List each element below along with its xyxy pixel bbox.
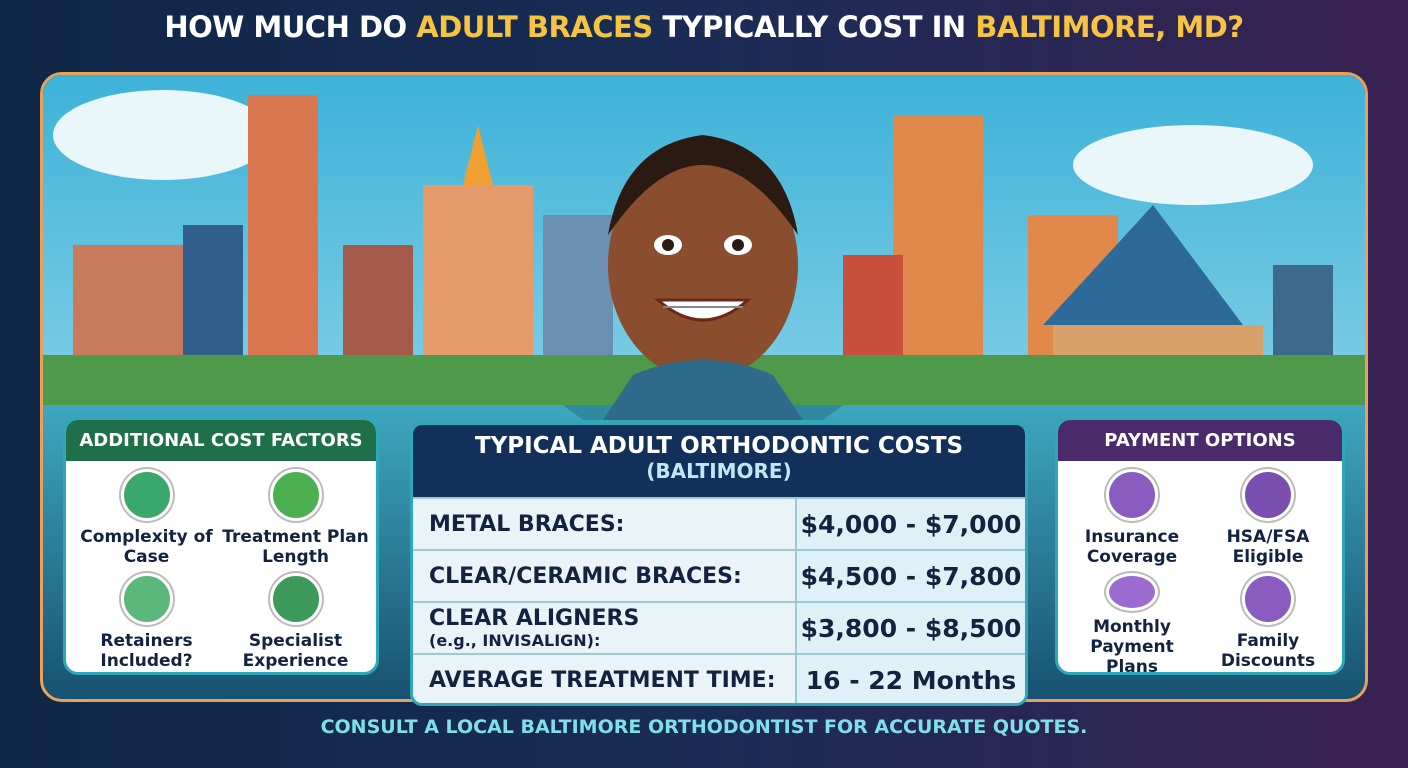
panel-title: ADDITIONAL COST FACTORS [66, 420, 376, 461]
option-item: Retainers Included? [72, 573, 221, 672]
option-item: Treatment Plan Length [221, 469, 370, 573]
option-icon [269, 469, 322, 521]
option-item: HSA/FSA Eligible [1200, 469, 1336, 573]
option-item: Monthly Payment Plans [1064, 573, 1200, 672]
option-label: Insurance Coverage [1084, 527, 1180, 567]
table-row: AVERAGE TREATMENT TIME: 16 - 22 Months [413, 653, 1025, 703]
row-label: AVERAGE TREATMENT TIME: [429, 667, 776, 693]
title-highlight: BALTIMORE, MD? [975, 10, 1244, 44]
payment-options-grid: Insurance Coverage HSA/FSA Eligible Monthl… [1058, 461, 1342, 672]
option-label: Monthly Payment Plans [1090, 617, 1174, 672]
title-highlight: ADULT BRACES [416, 10, 653, 44]
title-part: HOW MUCH DO [164, 10, 417, 44]
panel-title: PAYMENT OPTIONS [1058, 420, 1342, 461]
row-value: 16 - 22 Months [797, 655, 1025, 703]
row-label: CLEAR ALIGNERS [429, 606, 640, 631]
cost-factors-panel: ADDITIONAL COST FACTORS Complexity of Ca… [66, 420, 376, 672]
cost-factors-grid: Complexity of Case Treatment Plan Length R… [66, 461, 376, 672]
table-body: METAL BRACES: $4,000 - $7,000 CLEAR/CERAMI… [413, 497, 1025, 703]
option-icon [120, 573, 173, 625]
option-label: HSA/FSA Eligible [1226, 527, 1310, 567]
option-icon [269, 573, 322, 625]
row-value: $3,800 - $8,500 [797, 603, 1025, 653]
table-subtitle: (BALTIMORE) [646, 459, 792, 483]
option-label: Complexity of Case [80, 527, 213, 567]
option-icon [1242, 573, 1294, 625]
row-label: CLEAR/CERAMIC BRACES: [429, 563, 742, 589]
row-label: METAL BRACES: [429, 511, 625, 537]
option-label: Treatment Plan Length [222, 527, 369, 567]
cost-table: TYPICAL ADULT ORTHODONTIC COSTS (BALTIMO… [410, 422, 1028, 706]
row-value: $4,500 - $7,800 [797, 551, 1025, 601]
row-label-cell: METAL BRACES: [413, 499, 797, 549]
table-row: CLEAR ALIGNERS (e.g., INVISALIGN): $3,800 … [413, 601, 1025, 653]
row-label-cell: CLEAR/CERAMIC BRACES: [413, 551, 797, 601]
option-icon [1242, 469, 1294, 521]
option-item: Complexity of Case [72, 469, 221, 573]
row-value: $4,000 - $7,000 [797, 499, 1025, 549]
payment-options-panel: PAYMENT OPTIONS Insurance Coverage HSA/FS… [1058, 420, 1342, 672]
option-icon [1106, 573, 1158, 611]
option-item: Specialist Experience [221, 573, 370, 672]
table-header: TYPICAL ADULT ORTHODONTIC COSTS (BALTIMO… [413, 425, 1025, 497]
page-title: HOW MUCH DO ADULT BRACES TYPICALLY COST … [0, 10, 1408, 44]
option-label: Family Discounts [1220, 631, 1316, 671]
title-part: TYPICALLY COST IN [652, 10, 976, 44]
option-label: Retainers Included? [100, 631, 193, 671]
table-title: TYPICAL ADULT ORTHODONTIC COSTS [474, 433, 964, 459]
option-icon [120, 469, 173, 521]
table-row: METAL BRACES: $4,000 - $7,000 [413, 497, 1025, 549]
row-label-cell: AVERAGE TREATMENT TIME: [413, 655, 797, 703]
option-icon [1106, 469, 1158, 521]
row-label-cell: CLEAR ALIGNERS (e.g., INVISALIGN): [413, 603, 797, 653]
table-row: CLEAR/CERAMIC BRACES: $4,500 - $7,800 [413, 549, 1025, 601]
option-label: Specialist Experience [242, 631, 349, 671]
footer-note: CONSULT A LOCAL BALTIMORE ORTHODONTIST F… [320, 716, 1088, 738]
option-item: Insurance Coverage [1064, 469, 1200, 573]
row-note: (e.g., INVISALIGN): [429, 631, 601, 650]
option-item: Family Discounts [1200, 573, 1336, 672]
